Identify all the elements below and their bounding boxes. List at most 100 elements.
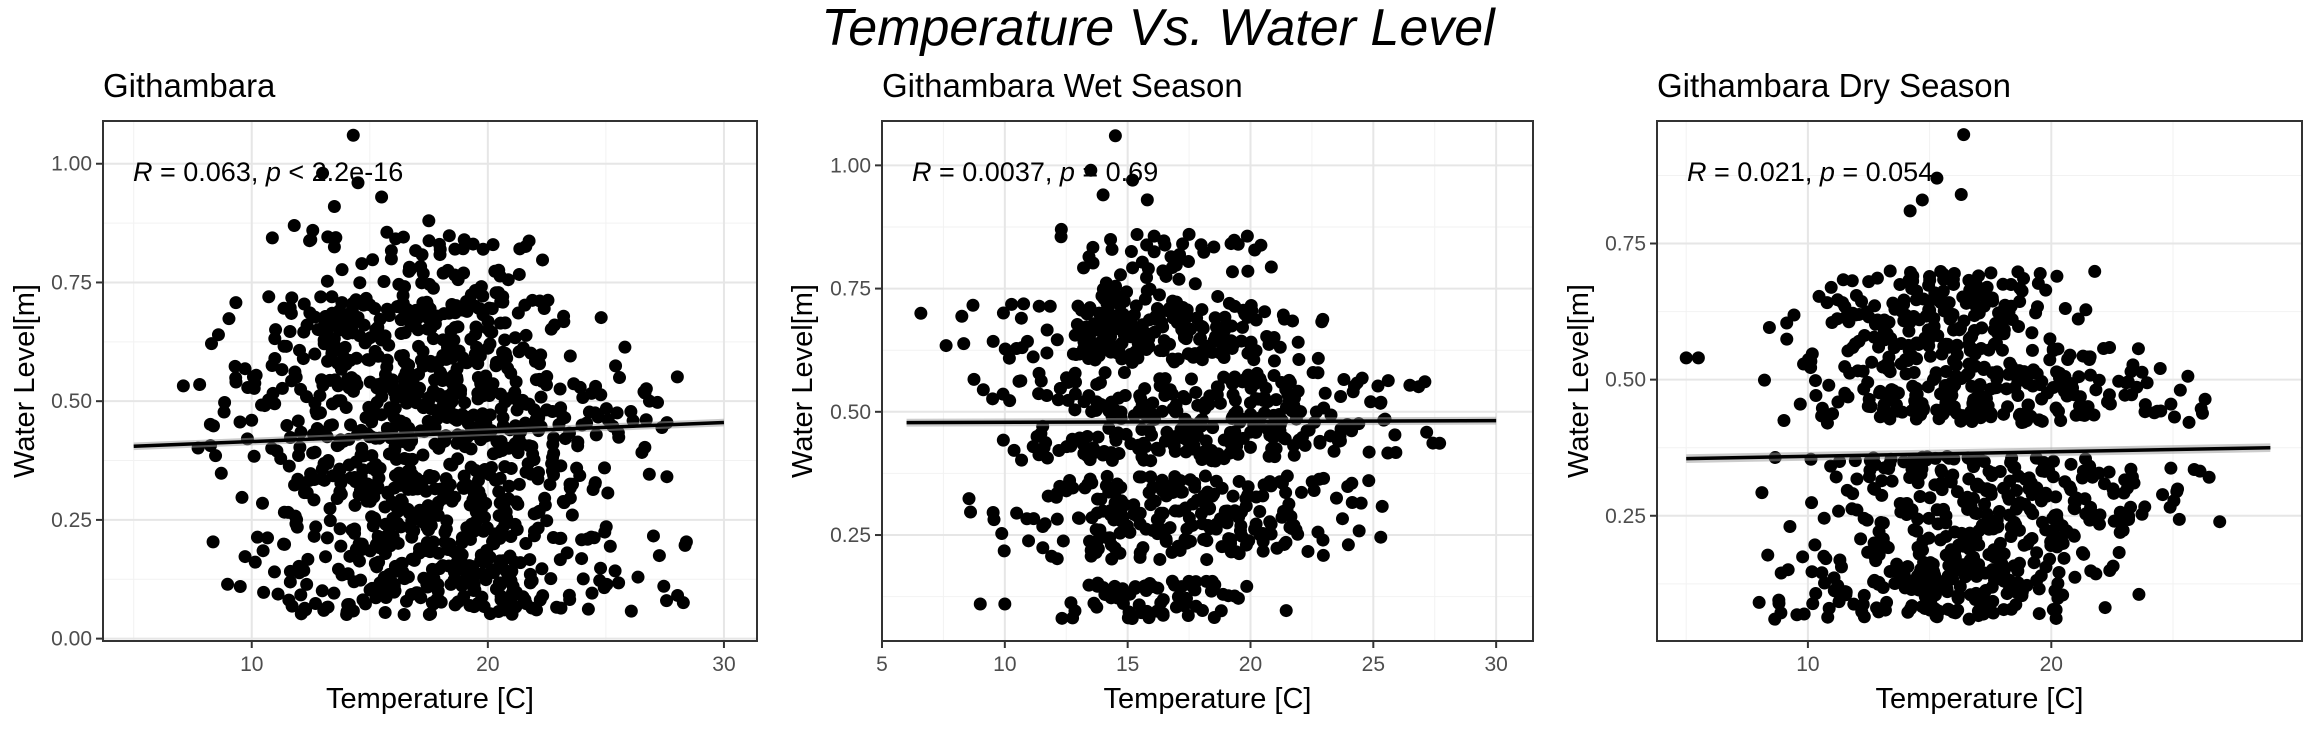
data-point — [493, 471, 507, 485]
data-point — [414, 260, 428, 274]
data-point — [261, 531, 275, 545]
data-point — [2043, 332, 2057, 346]
data-point — [395, 467, 409, 481]
data-point — [1195, 604, 1209, 618]
data-point — [1154, 506, 1168, 520]
data-point — [335, 263, 349, 277]
data-point — [493, 356, 507, 370]
data-point — [1158, 434, 1172, 448]
data-point — [1100, 338, 1114, 352]
data-point — [402, 358, 416, 372]
panel-border — [1656, 120, 2303, 642]
data-point — [1679, 351, 1693, 365]
data-point — [1850, 472, 1864, 486]
data-point — [1126, 173, 1140, 187]
data-point — [416, 344, 430, 358]
data-point — [1972, 269, 1986, 283]
data-point — [2132, 587, 2146, 601]
data-point — [1923, 349, 1937, 363]
data-point — [288, 365, 302, 379]
data-point — [1090, 377, 1104, 391]
data-point — [1877, 461, 1891, 475]
data-point — [1157, 334, 1171, 348]
data-point — [1134, 392, 1148, 406]
data-point — [533, 294, 547, 308]
data-point — [304, 233, 318, 247]
data-point — [1832, 595, 1846, 609]
data-point — [530, 603, 544, 617]
data-point — [624, 604, 638, 618]
data-point — [491, 445, 505, 459]
data-point — [333, 303, 347, 317]
data-point — [518, 298, 532, 312]
data-point — [285, 291, 299, 305]
data-point — [2027, 556, 2041, 570]
data-point — [2213, 515, 2227, 529]
data-point — [307, 493, 321, 507]
data-point — [1211, 447, 1225, 461]
data-point — [1946, 605, 1960, 619]
data-point — [2046, 470, 2060, 484]
axes: 5 10 15 20 25 30 0.25 0.50 0.75 1.00 — [830, 154, 1508, 676]
data-point — [502, 479, 516, 493]
data-point — [608, 564, 622, 578]
data-point — [1218, 310, 1232, 324]
x-tick-label: 5 — [876, 653, 888, 676]
data-point — [1226, 489, 1240, 503]
figure-title: Temperature Vs. Water Level — [821, 0, 1496, 57]
data-point — [2071, 312, 2085, 326]
data-point — [320, 274, 334, 288]
y-tick-label: 1.00 — [830, 154, 871, 177]
data-point — [1874, 516, 1888, 530]
data-point — [334, 487, 348, 501]
data-point — [281, 505, 295, 519]
data-point — [2049, 401, 2063, 415]
data-point — [1090, 600, 1104, 614]
data-point — [1109, 345, 1123, 359]
annotation-p-value: = 0.054 — [1835, 157, 1933, 187]
y-tick-label: 0.75 — [830, 278, 871, 301]
data-point — [1224, 537, 1238, 551]
data-point — [1241, 264, 1255, 278]
data-point — [646, 529, 660, 543]
data-point — [1910, 352, 1924, 366]
data-point — [1118, 321, 1132, 335]
data-point — [1065, 432, 1079, 446]
data-point — [660, 470, 674, 484]
data-point — [1201, 485, 1215, 499]
data-point — [498, 460, 512, 474]
data-point — [657, 579, 671, 593]
data-point — [1064, 596, 1078, 610]
data-point — [1838, 386, 1852, 400]
data-point — [238, 550, 252, 564]
data-point — [277, 339, 291, 353]
data-point — [1876, 532, 1890, 546]
data-point — [1903, 315, 1917, 329]
data-point — [1986, 606, 2000, 620]
data-point — [2005, 312, 2019, 326]
data-point — [2093, 508, 2107, 522]
data-point — [2013, 295, 2027, 309]
data-point — [1256, 544, 1270, 558]
data-point — [1403, 378, 1417, 392]
data-point — [2004, 602, 2018, 616]
data-point — [388, 440, 402, 454]
data-point — [248, 555, 262, 569]
data-point — [1818, 576, 1832, 590]
panel-title: Githambara Dry Season — [1657, 67, 2011, 104]
data-point — [1181, 255, 1195, 269]
data-point — [1010, 506, 1024, 520]
x-tick-label: 30 — [1484, 653, 1507, 676]
data-point — [1858, 328, 1872, 342]
data-point — [1135, 255, 1149, 269]
y-tick-label: 0.75 — [1605, 233, 1646, 256]
data-point — [367, 404, 381, 418]
data-point — [457, 233, 471, 247]
data-point — [1181, 608, 1195, 622]
data-point — [1017, 297, 1031, 311]
data-point — [479, 409, 493, 423]
data-point — [2097, 477, 2111, 491]
data-point — [394, 349, 408, 363]
data-point — [1806, 597, 1820, 611]
data-point — [316, 166, 330, 180]
